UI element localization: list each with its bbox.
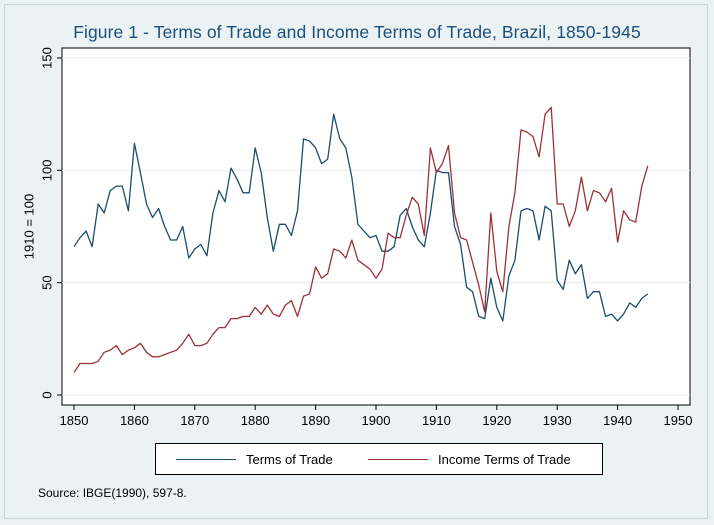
x-tick-label: 1920 [482, 413, 511, 428]
x-tick-label: 1890 [301, 413, 330, 428]
x-tick-label: 1930 [543, 413, 572, 428]
legend-item-income-terms-of-trade: Income Terms of Trade [368, 444, 571, 474]
axes: 0 50 100 150 1850 1860 1870 1880 1890 1900 1910 192… [39, 47, 692, 428]
legend-label: Income Terms of Trade [438, 451, 571, 467]
y-axis-label: 1910 = 100 [21, 194, 36, 259]
x-tick-label: 1860 [120, 413, 149, 428]
y-tick-label: 150 [39, 47, 54, 69]
gridlines [62, 57, 690, 396]
series-line-terms-of-trade [73, 113, 649, 322]
legend-label: Terms of Trade [246, 451, 333, 467]
source-note: Source: IBGE(1990), 597-8. [38, 486, 187, 500]
legend-swatch [368, 458, 428, 460]
chart-title: Figure 1 - Terms of Trade and Income Ter… [73, 22, 641, 42]
y-tick-label: 50 [39, 275, 54, 289]
x-tick-label: 1850 [60, 413, 89, 428]
x-tick-label: 1870 [180, 413, 209, 428]
x-tick-label: 1910 [422, 413, 451, 428]
y-tick-label: 0 [39, 391, 54, 398]
x-tick-label: 1900 [362, 413, 391, 428]
x-tick-label: 1940 [603, 413, 632, 428]
x-tick-label: 1880 [241, 413, 270, 428]
y-tick-label: 100 [39, 159, 54, 181]
plot-area [61, 47, 691, 406]
series-line-income-terms-of-trade [73, 106, 649, 373]
legend: Terms of Trade Income Terms of Trade [155, 443, 603, 475]
series-group [73, 106, 649, 373]
legend-swatch [176, 458, 236, 460]
x-tick-label: 1950 [664, 413, 693, 428]
legend-item-terms-of-trade: Terms of Trade [176, 444, 333, 474]
